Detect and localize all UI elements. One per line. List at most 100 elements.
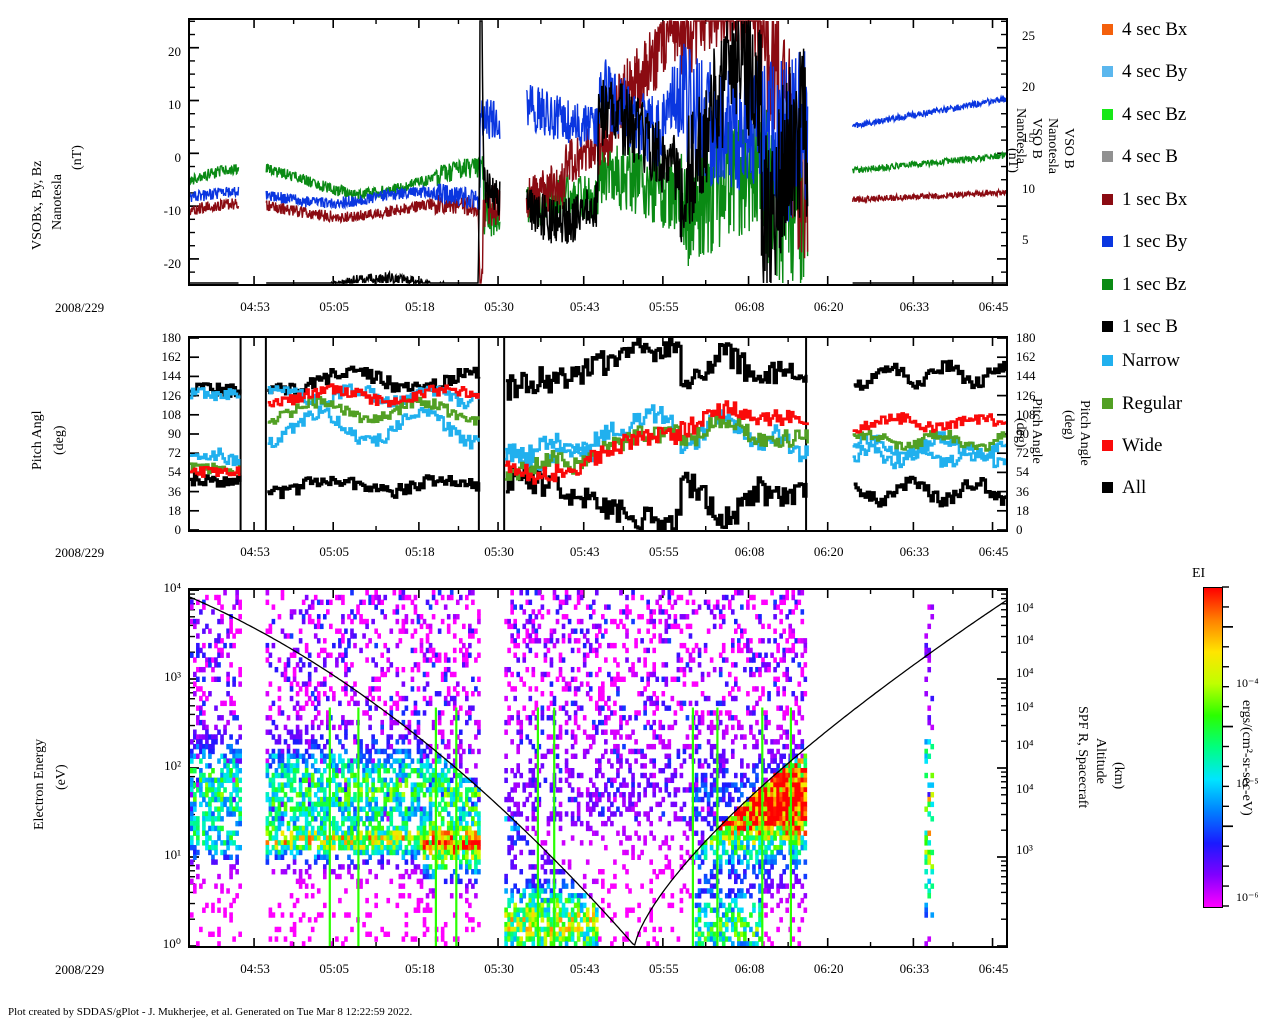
legend-label: Narrow [1122, 350, 1181, 371]
xtick-label: 05:18 [405, 299, 435, 314]
legend-group-mag-line2: Nanotesla [1045, 118, 1060, 174]
xtick-label: 06:08 [734, 961, 765, 976]
xtick-label: 05:55 [649, 961, 679, 976]
xtick-label: 06:20 [813, 544, 844, 559]
legend-swatch [1102, 398, 1113, 409]
legend-label: Regular [1122, 393, 1183, 414]
legend-swatch [1102, 440, 1113, 451]
pitch-ytick-label: 126 [161, 387, 182, 403]
mag-ytick-left-1: 10 [168, 97, 181, 112]
legend-group-pitch-line1: Pitch Angle [1077, 400, 1092, 466]
pitch-ytick-label: 72 [1016, 445, 1029, 461]
colorbar-tick-label: 10⁻⁵ [1236, 776, 1259, 790]
colorbar-units: ergs/(cm²-sr-sec-eV) [1239, 700, 1254, 816]
mag-ytick-right-2: 15 [1022, 130, 1035, 145]
legend-label: 1 sec B [1122, 316, 1178, 337]
spectro-ytick-label-left: 10² [164, 758, 181, 773]
xtick-label: 04:53 [240, 961, 270, 976]
legend-item[interactable]: 4 sec By [1102, 62, 1187, 81]
xtick-label: 05:30 [484, 544, 514, 559]
pitch-ytick-label: 54 [168, 464, 181, 480]
colorbar [1203, 587, 1223, 908]
legend-item[interactable]: 4 sec B [1102, 147, 1178, 166]
xtick-label: 05:55 [649, 544, 679, 559]
mag-ytick-left-2: 0 [174, 150, 182, 165]
legend-item[interactable]: 1 sec Bz [1102, 275, 1186, 294]
mag-ylabel-left-line2: Nanotesla [50, 174, 65, 230]
mag-ytick-left-3: -10 [163, 203, 181, 218]
xtick-label: 06:33 [899, 299, 930, 314]
electron-spectrogram-panel [188, 588, 1008, 948]
spectro-ytick-label-right: 10⁴ [1016, 665, 1034, 681]
pitch-ylabel-left-line2: (deg) [52, 425, 67, 455]
legend-label: 1 sec By [1122, 231, 1188, 252]
spectro-ylabel-right-line2: Altitude [1093, 738, 1108, 784]
pitch-ytick-label: 180 [1016, 330, 1036, 345]
spectro-ylabel-right-line3: (km) [1111, 762, 1126, 790]
xtick-label: 04:53 [240, 299, 270, 314]
mag-ytick-left-4: -20 [163, 256, 181, 271]
legend-item[interactable]: 1 sec B [1102, 317, 1178, 336]
legend-item[interactable]: 4 sec Bx [1102, 20, 1187, 39]
pitch-angle-plot [190, 338, 1006, 530]
legend-label: 4 sec By [1122, 61, 1188, 82]
mag-ytick-left-0: 20 [168, 44, 181, 59]
pitch-ytick-label: 72 [168, 445, 181, 461]
pitch-ytick-label: 0 [1016, 522, 1023, 537]
spectro-ylabel-left-line1: Electron Energy [32, 738, 47, 830]
xtick-label: 06:45 [978, 961, 1009, 976]
pitch-date-label: 2008/229 [55, 545, 105, 560]
spectro-ytick-label-right: 10⁴ [1016, 599, 1034, 615]
legend-item[interactable]: Regular [1102, 394, 1182, 413]
legend-swatch [1102, 482, 1113, 493]
legend-item[interactable]: 1 sec Bx [1102, 190, 1187, 209]
mag-ytick-right-0: 25 [1022, 28, 1035, 43]
spectro-ytick-label-left: 10³ [164, 669, 181, 684]
xtick-label: 05:05 [319, 544, 350, 559]
xtick-label: 06:45 [978, 299, 1009, 314]
spectro-ytick-label-right: 10³ [1016, 841, 1033, 857]
pitch-ytick-label: 162 [161, 349, 182, 365]
mag-date-label: 2008/229 [55, 300, 105, 315]
legend-swatch [1102, 109, 1113, 120]
xtick-label: 06:20 [813, 299, 844, 314]
legend-swatch [1102, 66, 1113, 77]
pitch-ytick-label: 18 [1016, 502, 1029, 518]
legend-label: 4 sec Bz [1122, 104, 1187, 125]
mag-ytick-right-4: 5 [1022, 232, 1029, 247]
pitch-ytick-label: 36 [168, 483, 181, 499]
legend-item[interactable]: Narrow [1102, 351, 1180, 370]
xtick-label: 06:45 [978, 544, 1009, 559]
pitch-ytick-label: 0 [174, 522, 182, 537]
spectro-ytick-label-right: 10⁴ [1016, 631, 1034, 647]
spectro-ylabel-right-line1: SPF R, Spacecraft [1075, 706, 1090, 809]
legend-label: 1 sec Bx [1122, 189, 1188, 210]
pitch-ytick-label: 36 [1016, 483, 1029, 499]
pitch-ytick-label: 162 [1016, 349, 1036, 365]
xtick-label: 05:30 [484, 299, 514, 314]
legend-item[interactable]: 4 sec Bz [1102, 105, 1186, 124]
xtick-label: 06:33 [899, 961, 930, 976]
legend-label: All [1122, 477, 1147, 498]
xtick-label: 06:08 [734, 544, 765, 559]
legend-swatch [1102, 194, 1113, 205]
legend-group-pitch-line2: (deg) [1061, 410, 1076, 440]
spectro-ytick-label-right: 10⁴ [1016, 699, 1034, 715]
legend-swatch [1102, 24, 1113, 35]
mag-ylabel-left-line3: (nT) [70, 145, 85, 170]
legend-item[interactable]: 1 sec By [1102, 232, 1187, 251]
pitch-ytick-label: 108 [161, 406, 182, 422]
xtick-label: 05:18 [405, 961, 435, 976]
xtick-label: 06:33 [899, 544, 930, 559]
legend-group-mag-line1: VSO B [1061, 128, 1076, 169]
legend-item[interactable]: All [1102, 478, 1146, 497]
spectro-ytick-label-left: 10¹ [164, 847, 181, 862]
legend-item[interactable]: Wide [1102, 436, 1162, 455]
pitch-ytick-label: 180 [161, 330, 182, 345]
xtick-label: 06:08 [734, 299, 765, 314]
spectro-ytick-label-right: 10⁴ [1016, 736, 1034, 752]
footer-credit: Plot created by SDDAS/gPlot - J. Mukherj… [8, 1006, 413, 1018]
pitch-ylabel-left-line1: Pitch Angl [30, 410, 45, 470]
xtick-label: 05:43 [569, 544, 600, 559]
spectro-ylabel-left-line2: (eV) [54, 764, 69, 790]
